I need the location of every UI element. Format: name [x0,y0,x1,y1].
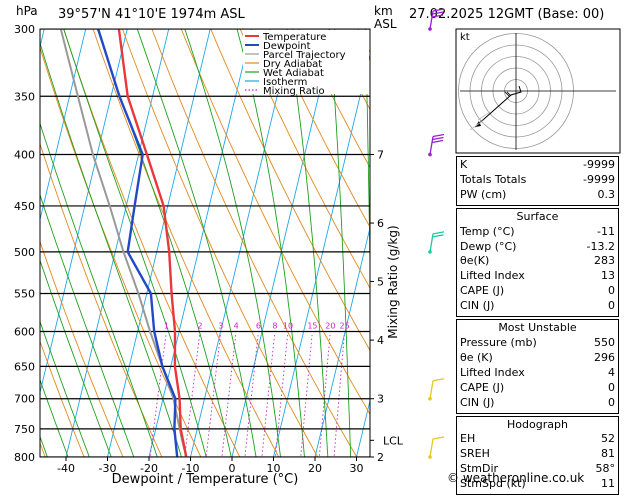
basic-indices-box: K-9999 Totals Totals-9999 PW (cm)0.3 [456,156,619,206]
wet-adiabat-line [0,14,8,460]
height-tick-label: 2 [377,451,384,464]
wind-barb [430,439,433,457]
wind-barb-flag [433,235,444,237]
pressure-tick-label: 300 [14,23,35,36]
most-unstable-row: Pressure (mb)550 [460,336,615,351]
index-row: K-9999 [460,158,615,173]
wind-barb-flag [433,9,444,11]
pressure-tick-label: 550 [14,287,35,300]
wind-barbs [428,9,444,459]
hodograph-kt-label: kt [460,32,470,43]
mixing-ratio-label: 25 [340,321,350,330]
mixing-ratio-label: 2 [198,321,203,330]
most-unstable-box: Most Unstable Pressure (mb)550 θe (K)296… [456,319,619,413]
mixing-ratio-label: 20 [325,321,335,330]
surface-row: CIN (J)0 [460,299,615,314]
pressure-tick-label: 450 [14,200,35,213]
pressure-tick-label: 400 [14,149,35,162]
pressure-tick-label: 700 [14,393,35,406]
pressure-tick-label: 500 [14,246,35,259]
wind-barb-flag [433,138,444,140]
wet-adiabat-line [92,14,232,460]
index-row: PW (cm)0.3 [460,188,615,203]
pressure-tick-label: 650 [14,360,35,373]
mixing-ratio-line [222,335,236,460]
wind-barb-flag [433,379,444,381]
wind-barb-base [428,397,432,401]
surface-row: Temp (°C)-11 [460,225,615,240]
temperature-tick-label: 20 [308,462,322,475]
wind-barb-base [428,27,432,31]
hodograph-title: Hodograph [460,418,615,433]
temperature-tick-label: -40 [57,462,75,475]
mixing-ratio-label: 6 [256,321,261,330]
sounding-profiles [61,29,187,457]
pressure-tick-label: 350 [14,90,35,103]
wind-barb-flag [433,232,444,234]
indices-panel: K-9999 Totals Totals-9999 PW (cm)0.3 Sur… [456,156,619,497]
surface-box: Surface Temp (°C)-11 Dewp (°C)-13.2 θe(K… [456,208,619,317]
wind-barb-base [428,455,432,459]
wind-barb-flag [433,12,444,14]
index-row: Totals Totals-9999 [460,173,615,188]
mixing-ratio-label: 4 [234,321,239,330]
height-tick-label: 7 [377,149,384,162]
mixing-ratio-label: 10 [283,321,293,330]
pressure-tick-label: 750 [14,423,35,436]
mixing-ratio-line [206,335,221,460]
surface-row: θe(K)283 [460,254,615,269]
wind-barb-flag [432,15,443,17]
wind-barb-flag [433,437,444,439]
mixing-ratio-label: 1 [164,321,169,330]
hodograph: kt [456,29,620,153]
most-unstable-row: CIN (J)0 [460,396,615,411]
wind-barb-flag [432,141,443,143]
surface-row: CAPE (J)0 [460,284,615,299]
mixing-ratio-label: 15 [307,321,317,330]
most-unstable-row: θe (K)296 [460,351,615,366]
copyright-text: © weatheronline.co.uk [447,471,584,485]
wet-adiabat-line [132,14,256,460]
pressure-tick-label: 800 [14,451,35,464]
mixing-ratio-axis-title: Mixing Ratio (g/kg) [386,225,400,338]
surface-title: Surface [460,210,615,225]
lcl-label: LCL [383,434,404,447]
most-unstable-title: Most Unstable [460,321,615,336]
wind-barb-flag [433,135,444,137]
isotherm-line [356,14,463,460]
temperature-tick-label: 30 [350,462,364,475]
height-tick-label: 4 [377,334,384,347]
wind-barb [430,381,433,399]
mixing-ratio-line [301,335,313,460]
mixing-ratio-label: 8 [272,321,277,330]
mixing-ratio-line [184,335,199,460]
pressure-axis: 300 350 400 450 500 550 600 650 700 750 800 [14,23,35,464]
mixing-ratio-label: 3 [218,321,223,330]
surface-row: Dewp (°C)-13.2 [460,240,615,255]
isotherm-line [0,14,6,460]
legend-entry: Mixing Ratio [263,86,325,97]
height-tick-label: 6 [377,217,384,230]
height-tick-label: 5 [377,275,384,288]
wind-barb-base [428,153,432,157]
height-tick-label: 3 [377,393,384,406]
wind-barb-base [428,250,432,254]
pressure-tick-label: 600 [14,325,35,338]
most-unstable-row: CAPE (J)0 [460,381,615,396]
x-axis-title: Dewpoint / Temperature (°C) [112,472,299,486]
